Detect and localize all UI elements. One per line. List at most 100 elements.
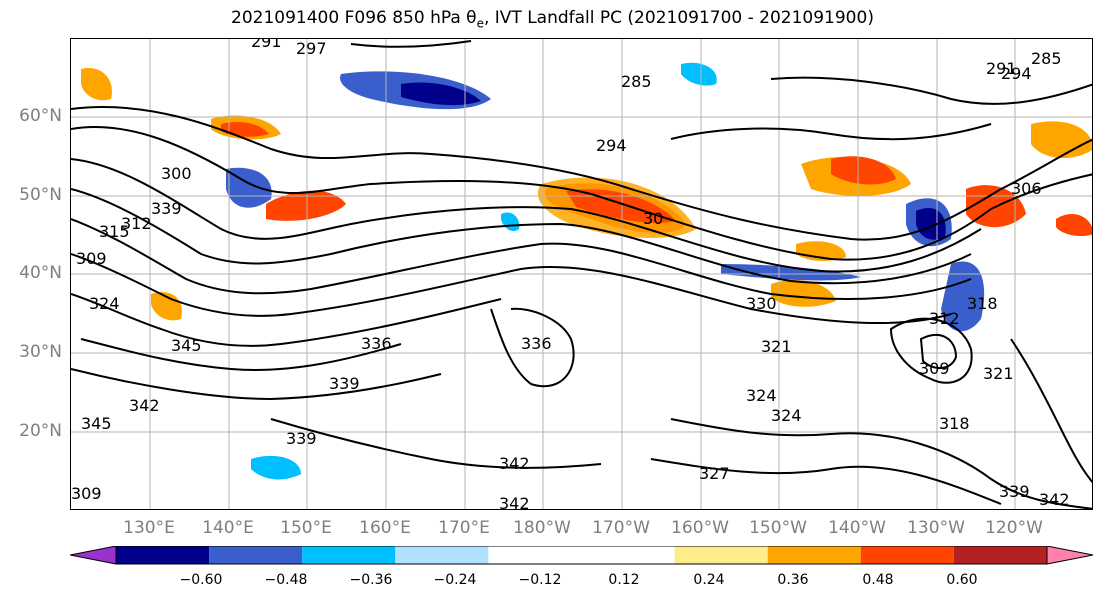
lat-label-40n: 40°N <box>19 263 62 283</box>
contour-label: 345 <box>81 414 112 433</box>
lat-label-30n: 30°N <box>19 342 62 362</box>
theta-e-contours <box>71 40 1092 509</box>
contour-label: 291 <box>251 39 282 51</box>
lon-label-140w: 140°W <box>828 518 886 538</box>
contour-label: 321 <box>983 364 1014 383</box>
orange-patch <box>151 291 182 321</box>
contour-label: 309 <box>71 484 102 503</box>
orange-patch <box>221 122 269 137</box>
colorbar-cell <box>860 546 954 564</box>
orange-patch <box>81 68 112 101</box>
colorbar-tick: −0.36 <box>349 572 393 588</box>
light-blue-patch <box>681 62 717 86</box>
lat-label-60n: 60°N <box>19 106 62 126</box>
map-panel: 291 297 285 294 291 285 294 306 300 315 … <box>70 38 1093 510</box>
colorbar-cell <box>116 546 210 564</box>
contour-labels: 291 297 285 294 291 285 294 306 300 315 … <box>71 39 1070 510</box>
blue-patch <box>401 82 481 106</box>
contour-label: 315 <box>99 222 130 241</box>
orange-patch <box>566 189 676 223</box>
lat-label-20n: 20°N <box>19 421 62 441</box>
contour-label: 339 <box>151 199 182 218</box>
orange-patch <box>831 156 896 185</box>
contour-label: 330 <box>746 294 777 313</box>
contour-label: 324 <box>746 386 777 405</box>
colorbar-tick: 0.48 <box>862 572 894 588</box>
contour-label: 312 <box>929 309 960 328</box>
colorbar-tick: 0.60 <box>946 572 978 588</box>
colorbar-right-extension <box>1046 546 1094 565</box>
contour-label: 285 <box>1031 49 1062 68</box>
contour-label: 309 <box>76 249 107 268</box>
colorbar-cell <box>953 546 1047 564</box>
contour-label: 345 <box>171 336 202 355</box>
map-title: 2021091400 F096 850 hPa θe, IVT Landfall… <box>231 8 874 31</box>
lon-label-130e: 130°E <box>123 518 175 538</box>
colorbar-tick: −0.12 <box>518 572 562 588</box>
lon-label-150w: 150°W <box>749 518 807 538</box>
contour-label: 339 <box>286 429 317 448</box>
contour-label: 336 <box>361 334 392 353</box>
contour-label: 321 <box>761 337 792 356</box>
colorbar-cell <box>395 546 489 564</box>
colorbar-cell <box>488 546 582 564</box>
contour-label: 327 <box>699 464 730 483</box>
contour-label: 342 <box>129 396 160 415</box>
colorbar-cell <box>767 546 861 564</box>
light-blue-patch <box>501 212 520 232</box>
colorbar-left-extension <box>70 546 117 565</box>
lon-label-180w: 180°W <box>513 518 571 538</box>
lon-label-120w: 120°W <box>985 518 1043 538</box>
contour-label: 318 <box>939 414 970 433</box>
contour-label: 30 <box>643 209 663 228</box>
blue-patch <box>721 264 861 281</box>
blue-patch <box>941 261 985 332</box>
contour-label: 342 <box>499 454 530 473</box>
colorbar-tick: −0.24 <box>433 572 477 588</box>
lon-label-130w: 130°W <box>907 518 965 538</box>
colorbar-tick: −0.60 <box>179 572 223 588</box>
colorbar-tick: 0.24 <box>693 572 725 588</box>
colorbar-border <box>115 546 1048 565</box>
contour-label: 312 <box>121 214 152 233</box>
contour-label: 318 <box>967 294 998 313</box>
orange-patch <box>266 190 346 221</box>
contour-label: 294 <box>596 136 627 155</box>
contour-label: 291 <box>986 59 1017 78</box>
colorbar <box>70 546 1094 565</box>
map-canvas: 291 297 285 294 291 285 294 306 300 315 … <box>71 39 1092 510</box>
lon-label-160w: 160°W <box>671 518 729 538</box>
contour-label: 342 <box>1039 490 1070 509</box>
blue-patch <box>916 208 946 240</box>
contour-label: 306 <box>1011 179 1042 198</box>
orange-patch <box>1031 121 1092 159</box>
contour-label: 294 <box>1001 64 1032 83</box>
contour-label: 297 <box>296 39 327 58</box>
contour-label: 309 <box>919 359 950 378</box>
colorbar-tick: −0.48 <box>264 572 308 588</box>
contour-label: 342 <box>499 494 530 510</box>
lon-label-140e: 140°E <box>202 518 254 538</box>
contour-label: 339 <box>329 374 360 393</box>
lon-label-170e: 170°E <box>438 518 490 538</box>
colorbar-tick: 0.12 <box>608 572 640 588</box>
colorbar-cell <box>581 546 675 564</box>
colorbar-tick: 0.36 <box>777 572 809 588</box>
orange-patch <box>1056 214 1092 236</box>
contour-label: 339 <box>999 482 1030 501</box>
lon-label-150e: 150°E <box>280 518 332 538</box>
contour-label: 324 <box>771 406 802 425</box>
lon-label-170w: 170°W <box>592 518 650 538</box>
contour-label: 300 <box>161 164 192 183</box>
colorbar-cell <box>209 546 303 564</box>
light-blue-patch <box>251 455 301 480</box>
contour-label: 336 <box>521 334 552 353</box>
lon-label-160e: 160°E <box>359 518 411 538</box>
contour-label: 324 <box>89 294 120 313</box>
orange-patch <box>771 280 836 307</box>
colorbar-cell <box>302 546 396 564</box>
contour-label: 285 <box>621 72 652 91</box>
graticule <box>71 39 1092 509</box>
colorbar-cell <box>674 546 768 564</box>
lat-label-50n: 50°N <box>19 185 62 205</box>
